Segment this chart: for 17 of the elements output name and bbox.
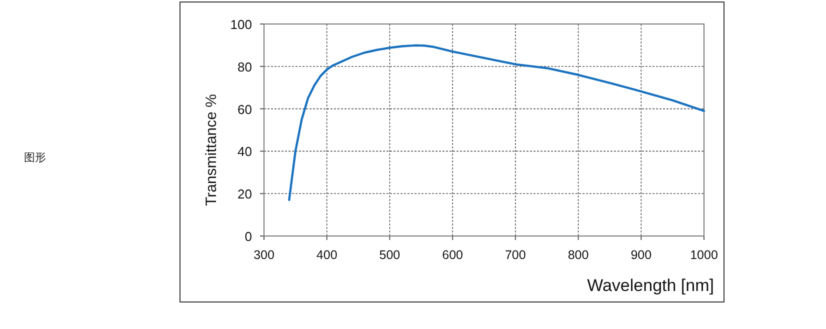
x-tick-label: 300	[254, 248, 274, 262]
x-tick-label: 700	[505, 248, 526, 262]
y-tick-label: 100	[230, 17, 252, 32]
y-tick-label: 60	[238, 102, 252, 117]
y-tick-label: 0	[244, 229, 252, 244]
x-tick-label: 400	[316, 248, 338, 262]
y-tick-label: 20	[238, 186, 252, 202]
text: 图形	[24, 151, 46, 164]
x-tick-label: 800	[568, 248, 589, 262]
x-tick-label: 900	[630, 248, 652, 262]
y-tick-label: 80	[238, 59, 252, 74]
x-tick-label: 500	[379, 248, 400, 262]
x-axis-title: Wavelength [nm]	[587, 276, 714, 295]
x-tick-label: 600	[442, 248, 464, 262]
y-axis-title: Transmittance %	[203, 94, 220, 206]
x-tick-label: 1000	[690, 248, 718, 262]
y-tick-label: 40	[238, 144, 252, 160]
